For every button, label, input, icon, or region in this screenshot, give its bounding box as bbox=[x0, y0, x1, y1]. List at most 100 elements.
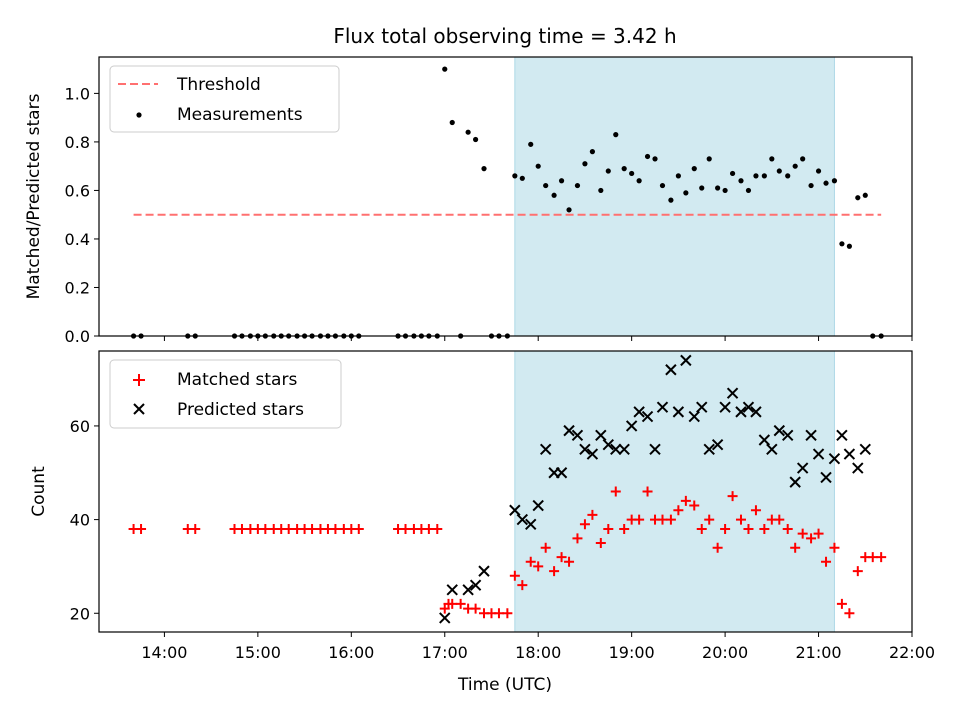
matched-star-point bbox=[821, 556, 832, 567]
predicted-star-point bbox=[852, 462, 864, 474]
measurement-point bbox=[442, 66, 448, 72]
measurement-point bbox=[800, 156, 806, 162]
measurement-point bbox=[831, 178, 838, 184]
top-shaded-interval bbox=[514, 56, 835, 337]
measurement-point bbox=[551, 192, 557, 198]
measurement-point bbox=[769, 156, 775, 162]
matched-star-point bbox=[704, 514, 715, 525]
y-tick-label: 60 bbox=[70, 417, 90, 436]
measurement-point bbox=[855, 195, 861, 201]
measurement-point bbox=[636, 178, 642, 184]
predicted-star-point bbox=[586, 448, 599, 460]
predicted-star-point bbox=[696, 401, 708, 413]
measurement-point bbox=[558, 178, 565, 184]
matched-star-point bbox=[564, 556, 575, 567]
matched-star-point bbox=[619, 523, 630, 534]
x-tick-label: 16:00 bbox=[328, 643, 374, 662]
measurement-point bbox=[729, 170, 736, 177]
matched-star-point bbox=[774, 514, 785, 525]
measurement-point bbox=[738, 178, 744, 184]
predicted-star-point bbox=[509, 504, 521, 516]
predicted-star-point bbox=[735, 406, 747, 418]
predicted-star-point bbox=[649, 443, 661, 456]
shaded-span bbox=[514, 56, 835, 337]
x-tick-label: 15:00 bbox=[235, 643, 281, 662]
matched-star-point bbox=[525, 556, 536, 567]
predicted-star-point bbox=[820, 471, 832, 484]
matched-star-point bbox=[610, 486, 621, 497]
matched-star-point bbox=[852, 566, 863, 577]
measurement-point bbox=[823, 180, 829, 186]
matched-star-point bbox=[720, 523, 731, 534]
predicted-star-point bbox=[688, 410, 700, 423]
predicted-star-point bbox=[539, 443, 552, 456]
matched-star-point bbox=[283, 523, 294, 534]
predicted-star-point bbox=[579, 443, 591, 456]
matched-star-point bbox=[236, 523, 247, 534]
predicted-star-point bbox=[516, 513, 529, 526]
bottom-legend: Matched stars Predicted stars bbox=[109, 359, 342, 429]
measurement-point bbox=[589, 149, 596, 155]
predicted-star-point bbox=[618, 443, 630, 456]
matched-star-point bbox=[455, 598, 466, 609]
legend-measurements-swatch bbox=[136, 112, 142, 118]
predicted-star-point bbox=[595, 429, 607, 442]
bottom-plot-frame bbox=[98, 350, 913, 633]
predicted-star-point bbox=[656, 401, 669, 413]
measurement-point bbox=[543, 182, 549, 189]
shaded-span bbox=[514, 350, 835, 633]
legend-predicted-label: Predicted stars bbox=[177, 400, 304, 420]
top-legend: Threshold Measurements bbox=[109, 65, 340, 133]
matched-star-point bbox=[533, 561, 544, 572]
measurement-point bbox=[652, 156, 658, 162]
measurement-point bbox=[699, 185, 705, 191]
predicted-star-point bbox=[571, 429, 584, 442]
predicted-star-point bbox=[532, 499, 544, 512]
legend-matched-swatch bbox=[133, 374, 145, 386]
y-tick-label: 0.8 bbox=[65, 133, 90, 152]
measurement-point bbox=[659, 182, 666, 189]
measurement-point bbox=[481, 166, 487, 172]
bottom-y-axis-label: Count bbox=[29, 466, 49, 517]
matched-star-point bbox=[330, 523, 341, 534]
matched-star-point bbox=[400, 523, 411, 534]
predicted-star-point bbox=[462, 584, 474, 596]
matched-star-point bbox=[432, 523, 443, 534]
predicted-star-point bbox=[610, 443, 622, 456]
matched-star-point bbox=[587, 509, 598, 520]
predicted-star-point bbox=[805, 429, 817, 442]
measurement-point bbox=[519, 175, 525, 181]
predicted-star-point bbox=[665, 364, 677, 376]
measurement-point bbox=[668, 197, 674, 203]
matched-star-point bbox=[470, 603, 481, 614]
matched-star-point bbox=[556, 552, 567, 563]
y-tick-label: 0.4 bbox=[65, 230, 90, 249]
predicted-star-point bbox=[563, 424, 575, 437]
matched-star-point bbox=[735, 514, 746, 525]
matched-star-point bbox=[750, 505, 761, 516]
top-x-ticks bbox=[163, 336, 913, 341]
matched-star-point bbox=[572, 533, 583, 544]
predicted-star-point bbox=[796, 462, 809, 474]
matched-star-point bbox=[665, 514, 676, 525]
predicted-star-point bbox=[758, 434, 771, 446]
bottom-panel: 20 40 60 14:00 15:00 16:00 17:00 18:00 19:00 20:… bbox=[29, 350, 935, 695]
predicted-stars-points bbox=[439, 354, 871, 624]
top-legend-box bbox=[109, 65, 340, 133]
top-panel: 0.0 0.2 0.4 0.6 0.8 1.0 Matched/Predicted sta… bbox=[24, 56, 913, 346]
predicted-star-point bbox=[555, 467, 568, 479]
measurement-point bbox=[582, 161, 588, 167]
top-y-axis-label: Matched/Predicted stars bbox=[24, 93, 44, 299]
matched-star-point bbox=[727, 491, 738, 502]
measurement-point bbox=[605, 168, 611, 174]
bottom-y-ticks: 20 40 60 bbox=[70, 417, 99, 623]
matched-star-point bbox=[806, 533, 817, 544]
matched-star-point bbox=[260, 523, 271, 534]
measurement-point bbox=[691, 166, 697, 172]
measurement-point bbox=[566, 207, 572, 213]
matched-star-point bbox=[673, 505, 684, 516]
x-tick-label: 22:00 bbox=[889, 643, 935, 662]
measurement-point bbox=[706, 156, 712, 162]
measurement-point bbox=[629, 170, 635, 177]
